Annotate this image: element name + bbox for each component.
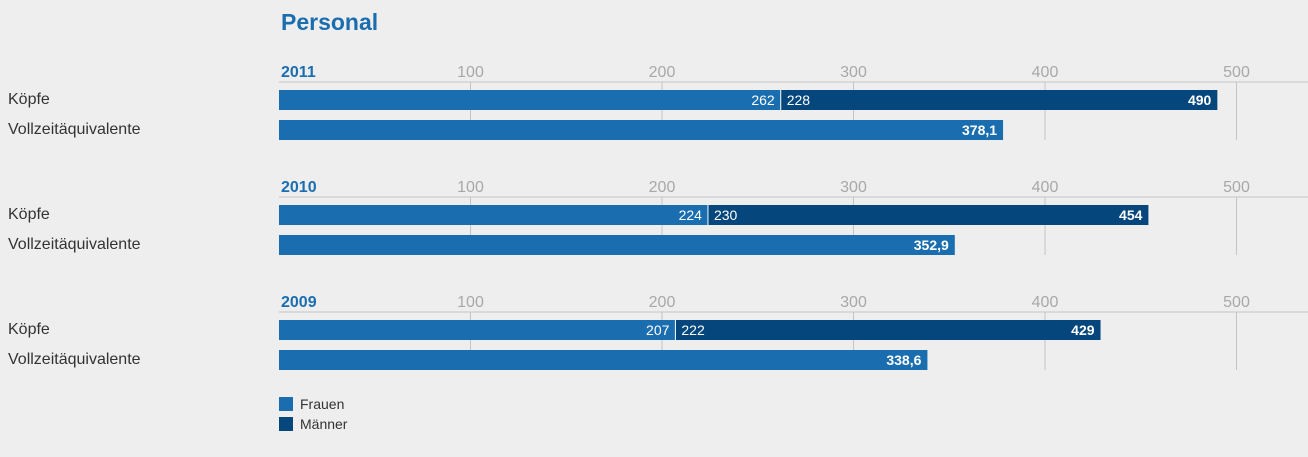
bar-frauen <box>279 320 676 340</box>
tick-label: 200 <box>649 64 676 81</box>
tick-label: 400 <box>1032 179 1059 196</box>
group-2011: 2011 100 200 300 400 500 Köpfe Vollzeitäquivale… <box>8 64 1308 140</box>
tick-label: 100 <box>457 64 484 81</box>
legend-swatch-männer <box>279 417 293 431</box>
legend-swatch-frauen <box>279 397 293 411</box>
row-label-heads: Köpfe <box>8 91 50 108</box>
group-2009: 2009 100 200 300 400 500 Köpfe Vollzeitäquivale… <box>8 294 1308 370</box>
group-2010: 2010 100 200 300 400 500 Köpfe Vollzeitäquivale… <box>8 179 1308 255</box>
tick-label: 200 <box>649 294 676 311</box>
tick-label: 300 <box>840 294 867 311</box>
tick-label: 300 <box>840 64 867 81</box>
label-frauen: 262 <box>751 92 775 108</box>
bar-fte <box>279 235 955 255</box>
tick-label: 400 <box>1032 64 1059 81</box>
row-label-heads: Köpfe <box>8 206 50 223</box>
label-maenner: 230 <box>714 207 738 223</box>
label-fte: 338,6 <box>886 352 921 368</box>
bar-maenner <box>780 90 1218 110</box>
chart-title: Personal <box>281 9 378 35</box>
chart-groups: 2011 100 200 300 400 500 Köpfe Vollzeitäquivale… <box>8 64 1308 370</box>
label-total: 490 <box>1188 92 1212 108</box>
legend: Frauen Männer <box>279 396 348 432</box>
tick-label: 200 <box>649 179 676 196</box>
bar-frauen <box>279 205 708 225</box>
tick-label: 500 <box>1223 179 1250 196</box>
label-fte: 378,1 <box>962 122 997 138</box>
bar-maenner <box>675 320 1101 340</box>
tick-label: 300 <box>840 179 867 196</box>
tick-label: 100 <box>457 179 484 196</box>
legend-label: Männer <box>300 416 348 432</box>
legend-label: Frauen <box>300 396 344 412</box>
tick-label: 500 <box>1223 64 1250 81</box>
tick-label: 500 <box>1223 294 1250 311</box>
label-frauen: 207 <box>646 322 670 338</box>
row-label-heads: Köpfe <box>8 321 50 338</box>
year-label: 2011 <box>281 64 316 81</box>
label-total: 429 <box>1071 322 1095 338</box>
bar-fte <box>279 120 1004 140</box>
year-label: 2009 <box>281 294 317 311</box>
row-label-fte: Vollzeitäquivalente <box>8 351 141 368</box>
tick-label: 400 <box>1032 294 1059 311</box>
label-total: 454 <box>1119 207 1143 223</box>
label-maenner: 222 <box>681 322 705 338</box>
bar-fte <box>279 350 928 370</box>
bar-frauen <box>279 90 781 110</box>
label-frauen: 224 <box>679 207 703 223</box>
bar-maenner <box>707 205 1149 225</box>
label-fte: 352,9 <box>914 237 949 253</box>
label-maenner: 228 <box>787 92 811 108</box>
row-label-fte: Vollzeitäquivalente <box>8 236 141 253</box>
row-label-fte: Vollzeitäquivalente <box>8 121 141 138</box>
year-label: 2010 <box>281 179 317 196</box>
tick-label: 100 <box>457 294 484 311</box>
